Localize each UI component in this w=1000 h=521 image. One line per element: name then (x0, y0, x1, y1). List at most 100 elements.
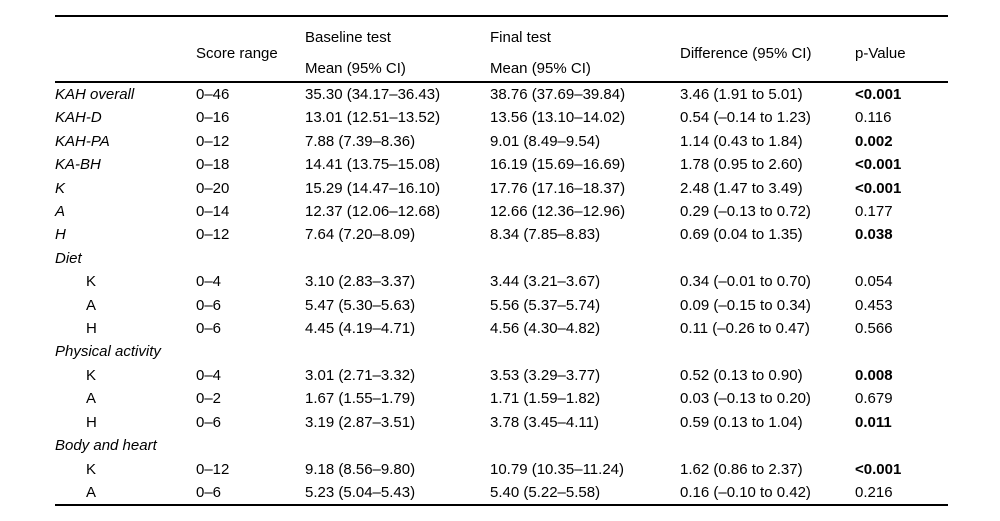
section-row: Diet (55, 247, 948, 270)
header-p-value-text: p-Value (855, 44, 906, 62)
score-range-cell: 0–4 (196, 366, 222, 384)
row-label: KAH-D (55, 109, 102, 127)
score-range-cell: 0–6 (196, 320, 222, 338)
difference-cell: 0.52 (0.13 to 0.90) (680, 366, 803, 384)
row-label: A (86, 296, 97, 314)
difference-cell: 1.78 (0.95 to 2.60) (680, 156, 803, 174)
score-range-cell: 0–18 (196, 156, 230, 174)
difference-cell: 0.54 (–0.14 to 1.23) (680, 109, 811, 127)
row-label: Body and heart (55, 437, 157, 455)
p-value-cell: 0.679 (855, 390, 893, 408)
section-row: Body and heart (55, 434, 948, 457)
difference-cell (680, 340, 855, 363)
table-row: H 0–12 7.64 (7.20–8.09) 8.34 (7.85–8.83) 0.6… (55, 223, 948, 246)
difference-cell: 0.11 (–0.26 to 0.47) (680, 320, 810, 338)
baseline-cell: 3.01 (2.71–3.32) (305, 366, 416, 384)
table-row: A 0–6 5.23 (5.04–5.43) 5.40 (5.22–5.58) 0.16… (55, 481, 948, 505)
p-value-cell: 0.453 (855, 296, 893, 314)
header-final-line1: Final test (490, 29, 551, 46)
p-value-cell: <0.001 (855, 156, 902, 174)
baseline-cell: 7.64 (7.20–8.09) (305, 226, 416, 244)
difference-cell (680, 434, 855, 457)
final-cell: 3.53 (3.29–3.77) (490, 366, 601, 384)
final-cell: 17.76 (17.16–18.37) (490, 179, 626, 197)
header-baseline-line1: Baseline test (305, 29, 391, 46)
header-row: Score range Baseline test Mean (95% CI) … (55, 16, 948, 83)
header-p-value: p-Value (855, 16, 948, 83)
difference-cell: 0.69 (0.04 to 1.35) (680, 226, 803, 244)
header-score-range: Score range (196, 16, 305, 83)
p-value-cell (855, 434, 948, 457)
row-label: KAH overall (55, 86, 135, 103)
header-label-column (55, 16, 196, 83)
score-range-cell: 0–6 (196, 296, 222, 314)
difference-cell (680, 247, 855, 270)
row-label: K (86, 273, 97, 291)
row-label: H (86, 320, 97, 338)
header-final-line2: Mean (95% CI) (490, 60, 591, 77)
score-range-cell: 0–46 (196, 86, 230, 103)
table-row: K 0–12 9.18 (8.56–9.80) 10.79 (10.35–11.24)… (55, 458, 948, 481)
difference-cell: 0.29 (–0.13 to 0.72) (680, 203, 811, 221)
baseline-cell (305, 247, 490, 270)
baseline-cell: 3.10 (2.83–3.37) (305, 273, 416, 291)
final-cell: 1.71 (1.59–1.82) (490, 390, 601, 408)
baseline-cell (305, 340, 490, 363)
final-cell: 38.76 (37.69–39.84) (490, 86, 626, 103)
final-cell: 12.66 (12.36–12.96) (490, 203, 626, 221)
header-label-text (55, 45, 196, 54)
row-label: Diet (55, 249, 82, 267)
table-row: KAH-D 0–16 13.01 (12.51–13.52) 13.56 (13.10… (55, 106, 948, 129)
baseline-cell: 12.37 (12.06–12.68) (305, 203, 441, 221)
row-label: K (86, 366, 97, 384)
header-score-range-text: Score range (196, 44, 278, 62)
final-cell: 3.78 (3.45–4.11) (490, 413, 599, 431)
score-range-cell (196, 340, 305, 363)
baseline-cell: 3.19 (2.87–3.51) (305, 413, 416, 431)
difference-cell: 1.14 (0.43 to 1.84) (680, 132, 803, 150)
results-table-container: Score range Baseline test Mean (95% CI) … (55, 15, 948, 507)
score-range-cell: 0–16 (196, 109, 230, 127)
p-value-cell: 0.002 (855, 132, 893, 150)
row-label: KAH-PA (55, 132, 110, 150)
p-value-cell: 0.216 (855, 483, 893, 501)
score-range-cell (196, 434, 305, 457)
row-label: A (86, 483, 97, 501)
header-difference-text: Difference (95% CI) (680, 44, 812, 62)
table-row: A 0–6 5.47 (5.30–5.63) 5.56 (5.37–5.74) 0.09… (55, 294, 948, 317)
final-cell: 5.56 (5.37–5.74) (490, 296, 601, 314)
score-range-cell: 0–12 (196, 132, 230, 150)
p-value-cell: 0.177 (855, 203, 893, 221)
difference-cell: 0.34 (–0.01 to 0.70) (680, 273, 811, 291)
header-baseline-test: Baseline test Mean (95% CI) (305, 16, 490, 83)
header-final-test: Final test Mean (95% CI) (490, 16, 680, 83)
p-value-cell (855, 340, 948, 363)
table-row: K 0–4 3.10 (2.83–3.37) 3.44 (3.21–3.67) 0.34… (55, 270, 948, 293)
baseline-cell: 15.29 (14.47–16.10) (305, 179, 441, 197)
difference-cell: 1.62 (0.86 to 2.37) (680, 460, 803, 478)
score-range-cell (196, 247, 305, 270)
p-value-cell (855, 247, 948, 270)
row-label: H (55, 226, 66, 244)
final-cell: 16.19 (15.69–16.69) (490, 156, 626, 174)
table-row: A 0–14 12.37 (12.06–12.68) 12.66 (12.36–12.… (55, 200, 948, 223)
score-range-cell: 0–6 (196, 413, 222, 431)
row-label: A (86, 390, 97, 408)
final-cell (490, 247, 680, 270)
p-value-cell: 0.566 (855, 320, 893, 338)
score-range-cell: 0–6 (196, 483, 222, 501)
p-value-cell: 0.011 (855, 413, 892, 431)
difference-cell: 3.46 (1.91 to 5.01) (680, 86, 803, 103)
baseline-cell: 13.01 (12.51–13.52) (305, 109, 441, 127)
score-range-cell: 0–12 (196, 226, 230, 244)
difference-cell: 2.48 (1.47 to 3.49) (680, 179, 803, 197)
table-row: K 0–4 3.01 (2.71–3.32) 3.53 (3.29–3.77) 0.52… (55, 364, 948, 387)
baseline-cell: 5.47 (5.30–5.63) (305, 296, 416, 314)
final-cell: 5.40 (5.22–5.58) (490, 483, 601, 501)
table-row: KAH-PA 0–12 7.88 (7.39–8.36) 9.01 (8.49–9.5… (55, 130, 948, 153)
p-value-cell: <0.001 (855, 179, 902, 197)
table-row: H 0–6 3.19 (2.87–3.51) 3.78 (3.45–4.11) 0.59… (55, 411, 948, 434)
table-row: KA-BH 0–18 14.41 (13.75–15.08) 16.19 (15.69… (55, 153, 948, 176)
p-value-cell: <0.001 (855, 460, 902, 478)
table-row: A 0–2 1.67 (1.55–1.79) 1.71 (1.59–1.82) 0.03… (55, 387, 948, 410)
